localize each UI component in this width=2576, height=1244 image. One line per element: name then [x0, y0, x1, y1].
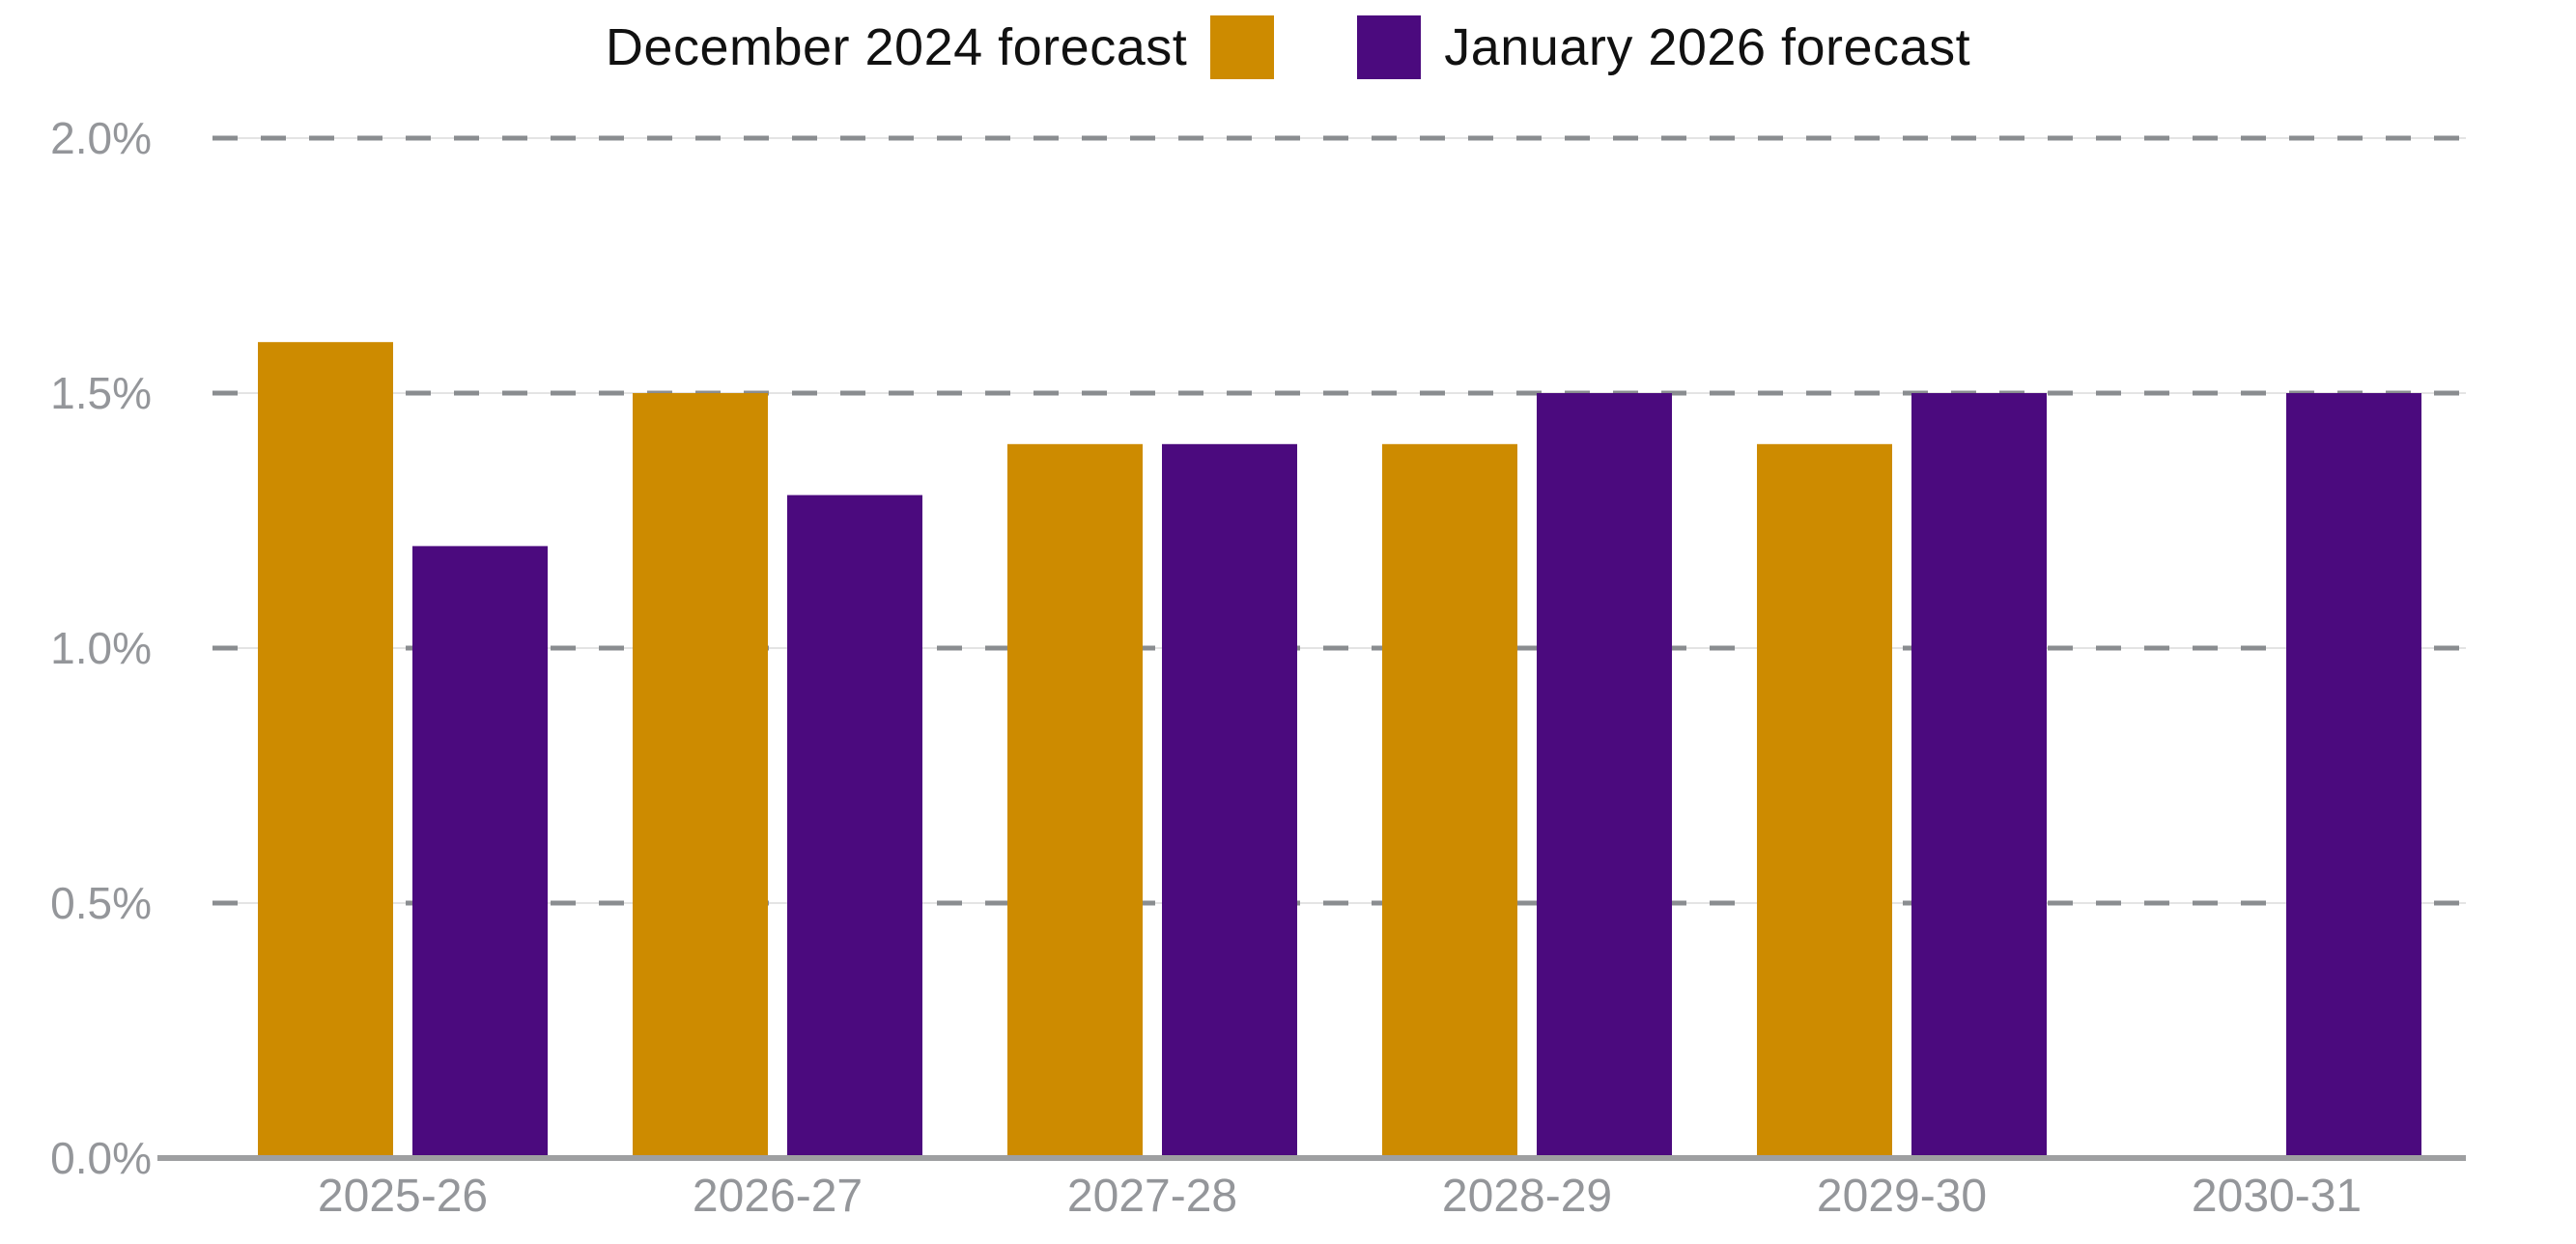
x-tick-label-2028-29: 2028-29: [1442, 1171, 1612, 1222]
y-tick-label-1.5%: 1.5%: [50, 368, 152, 418]
bar-december-2024-forecast-2028-29: [1382, 443, 1517, 1158]
bar-january-2026-forecast-2025-26: [412, 546, 548, 1158]
bar-january-2026-forecast-2026-27: [787, 495, 922, 1158]
x-tick-label-2025-26: 2025-26: [318, 1171, 488, 1222]
bar-december-2024-forecast-2025-26: [258, 342, 393, 1158]
bar-january-2026-forecast-2028-29: [1537, 393, 1672, 1158]
bar-december-2024-forecast-2026-27: [633, 393, 768, 1158]
bar-january-2026-forecast-2029-30: [1911, 393, 2047, 1158]
x-tick-label-2030-31: 2030-31: [2192, 1171, 2362, 1222]
x-tick-label-2027-28: 2027-28: [1067, 1171, 1237, 1222]
y-tick-label-0.5%: 0.5%: [50, 878, 152, 928]
bar-january-2026-forecast-2027-28: [1162, 443, 1297, 1158]
x-tick-label-2029-30: 2029-30: [1817, 1171, 1987, 1222]
bar-december-2024-forecast-2029-30: [1757, 443, 1892, 1158]
y-tick-label-2.0%: 2.0%: [50, 113, 152, 163]
y-tick-label-0.0%: 0.0%: [50, 1133, 152, 1183]
bar-december-2024-forecast-2027-28: [1007, 443, 1143, 1158]
x-tick-label-2026-27: 2026-27: [693, 1171, 863, 1222]
bar-january-2026-forecast-2030-31: [2286, 393, 2421, 1158]
y-tick-label-1.0%: 1.0%: [50, 623, 152, 673]
